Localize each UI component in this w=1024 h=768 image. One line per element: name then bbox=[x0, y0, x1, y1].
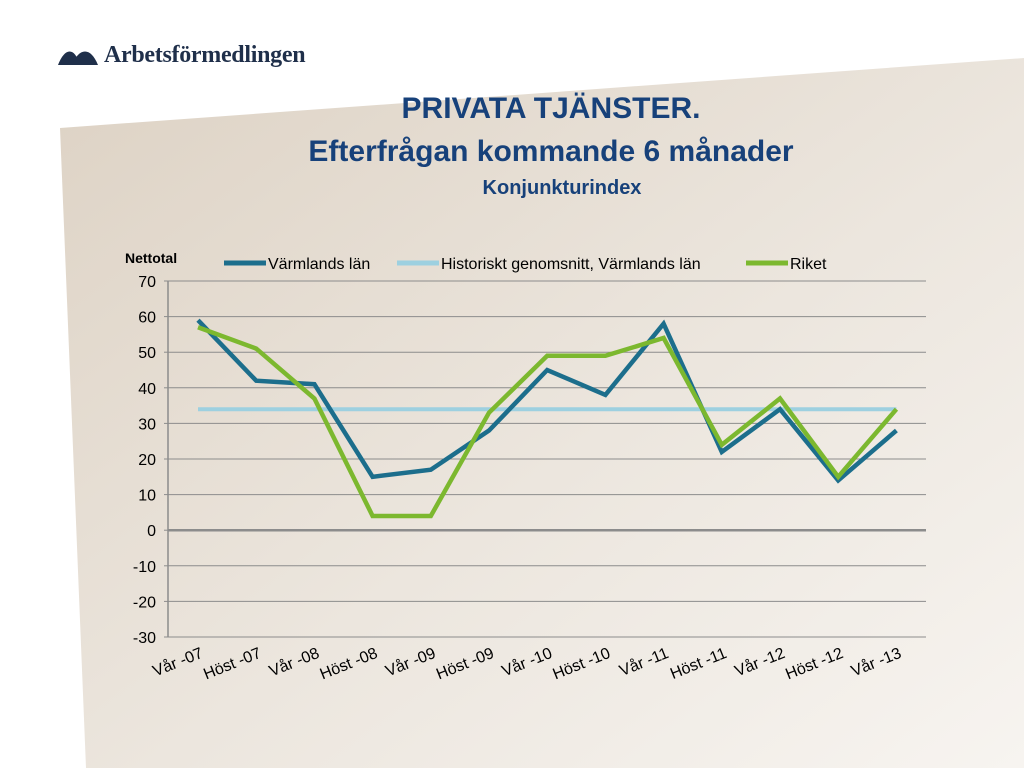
y-tick-label: -20 bbox=[133, 594, 156, 611]
logo: Arbetsförmedlingen bbox=[58, 38, 306, 72]
y-tick-label: 0 bbox=[147, 523, 156, 540]
x-tick-label: Vår -12 bbox=[732, 644, 787, 680]
y-tick-label: -30 bbox=[133, 630, 156, 647]
legend-label: Värmlands län bbox=[268, 256, 370, 273]
logo-text: Arbetsförmedlingen bbox=[104, 41, 306, 68]
x-tick-label: Vår -10 bbox=[499, 644, 554, 680]
x-tick-label: Vår -13 bbox=[849, 644, 904, 680]
series-line bbox=[197, 325, 899, 519]
y-tick-label: 70 bbox=[138, 274, 156, 291]
x-tick-label: Höst -07 bbox=[201, 645, 264, 683]
y-tick-label: 60 bbox=[138, 310, 156, 327]
logo-mark-icon bbox=[58, 51, 98, 65]
x-tick-label: Vår -07 bbox=[150, 644, 205, 680]
chart-series bbox=[196, 318, 899, 519]
page-subtitle: Efterfrågan kommande 6 månader bbox=[308, 135, 794, 168]
x-tick-label: Höst -08 bbox=[318, 645, 381, 683]
page-subtitle-small: Konjunkturindex bbox=[482, 177, 642, 199]
legend-label: Historiskt genomsnitt, Värmlands län bbox=[441, 256, 701, 273]
y-axis-label: Nettotal bbox=[125, 250, 177, 266]
chart-axes bbox=[164, 280, 926, 638]
y-tick-labels: 70 60 50 40 30 20 10 0 -10 -20 -30 bbox=[133, 274, 156, 647]
legend-label: Riket bbox=[790, 256, 827, 273]
series-line bbox=[196, 318, 898, 484]
y-tick-label: 50 bbox=[138, 345, 156, 362]
y-tick-label: -10 bbox=[133, 559, 156, 576]
chart-legend: Värmlands län Historiskt genomsnitt, Värm… bbox=[224, 256, 827, 273]
chart-gridlines bbox=[168, 280, 926, 638]
y-tick-label: 20 bbox=[138, 452, 156, 469]
x-tick-label: Höst -09 bbox=[434, 645, 497, 683]
background-panel bbox=[60, 58, 1024, 768]
x-tick-label: Höst -10 bbox=[550, 645, 613, 683]
x-tick-label: Vår -09 bbox=[383, 644, 438, 680]
y-tick-label: 40 bbox=[138, 381, 156, 398]
x-tick-label: Vår -11 bbox=[617, 644, 671, 680]
x-tick-label: Höst -12 bbox=[783, 645, 846, 683]
y-tick-label: 30 bbox=[138, 416, 156, 433]
x-tick-label: Höst -11 bbox=[668, 645, 729, 683]
x-tick-label: Vår -08 bbox=[267, 644, 322, 680]
page-title: PRIVATA TJÄNSTER. bbox=[401, 92, 701, 125]
y-tick-label: 10 bbox=[138, 488, 156, 505]
